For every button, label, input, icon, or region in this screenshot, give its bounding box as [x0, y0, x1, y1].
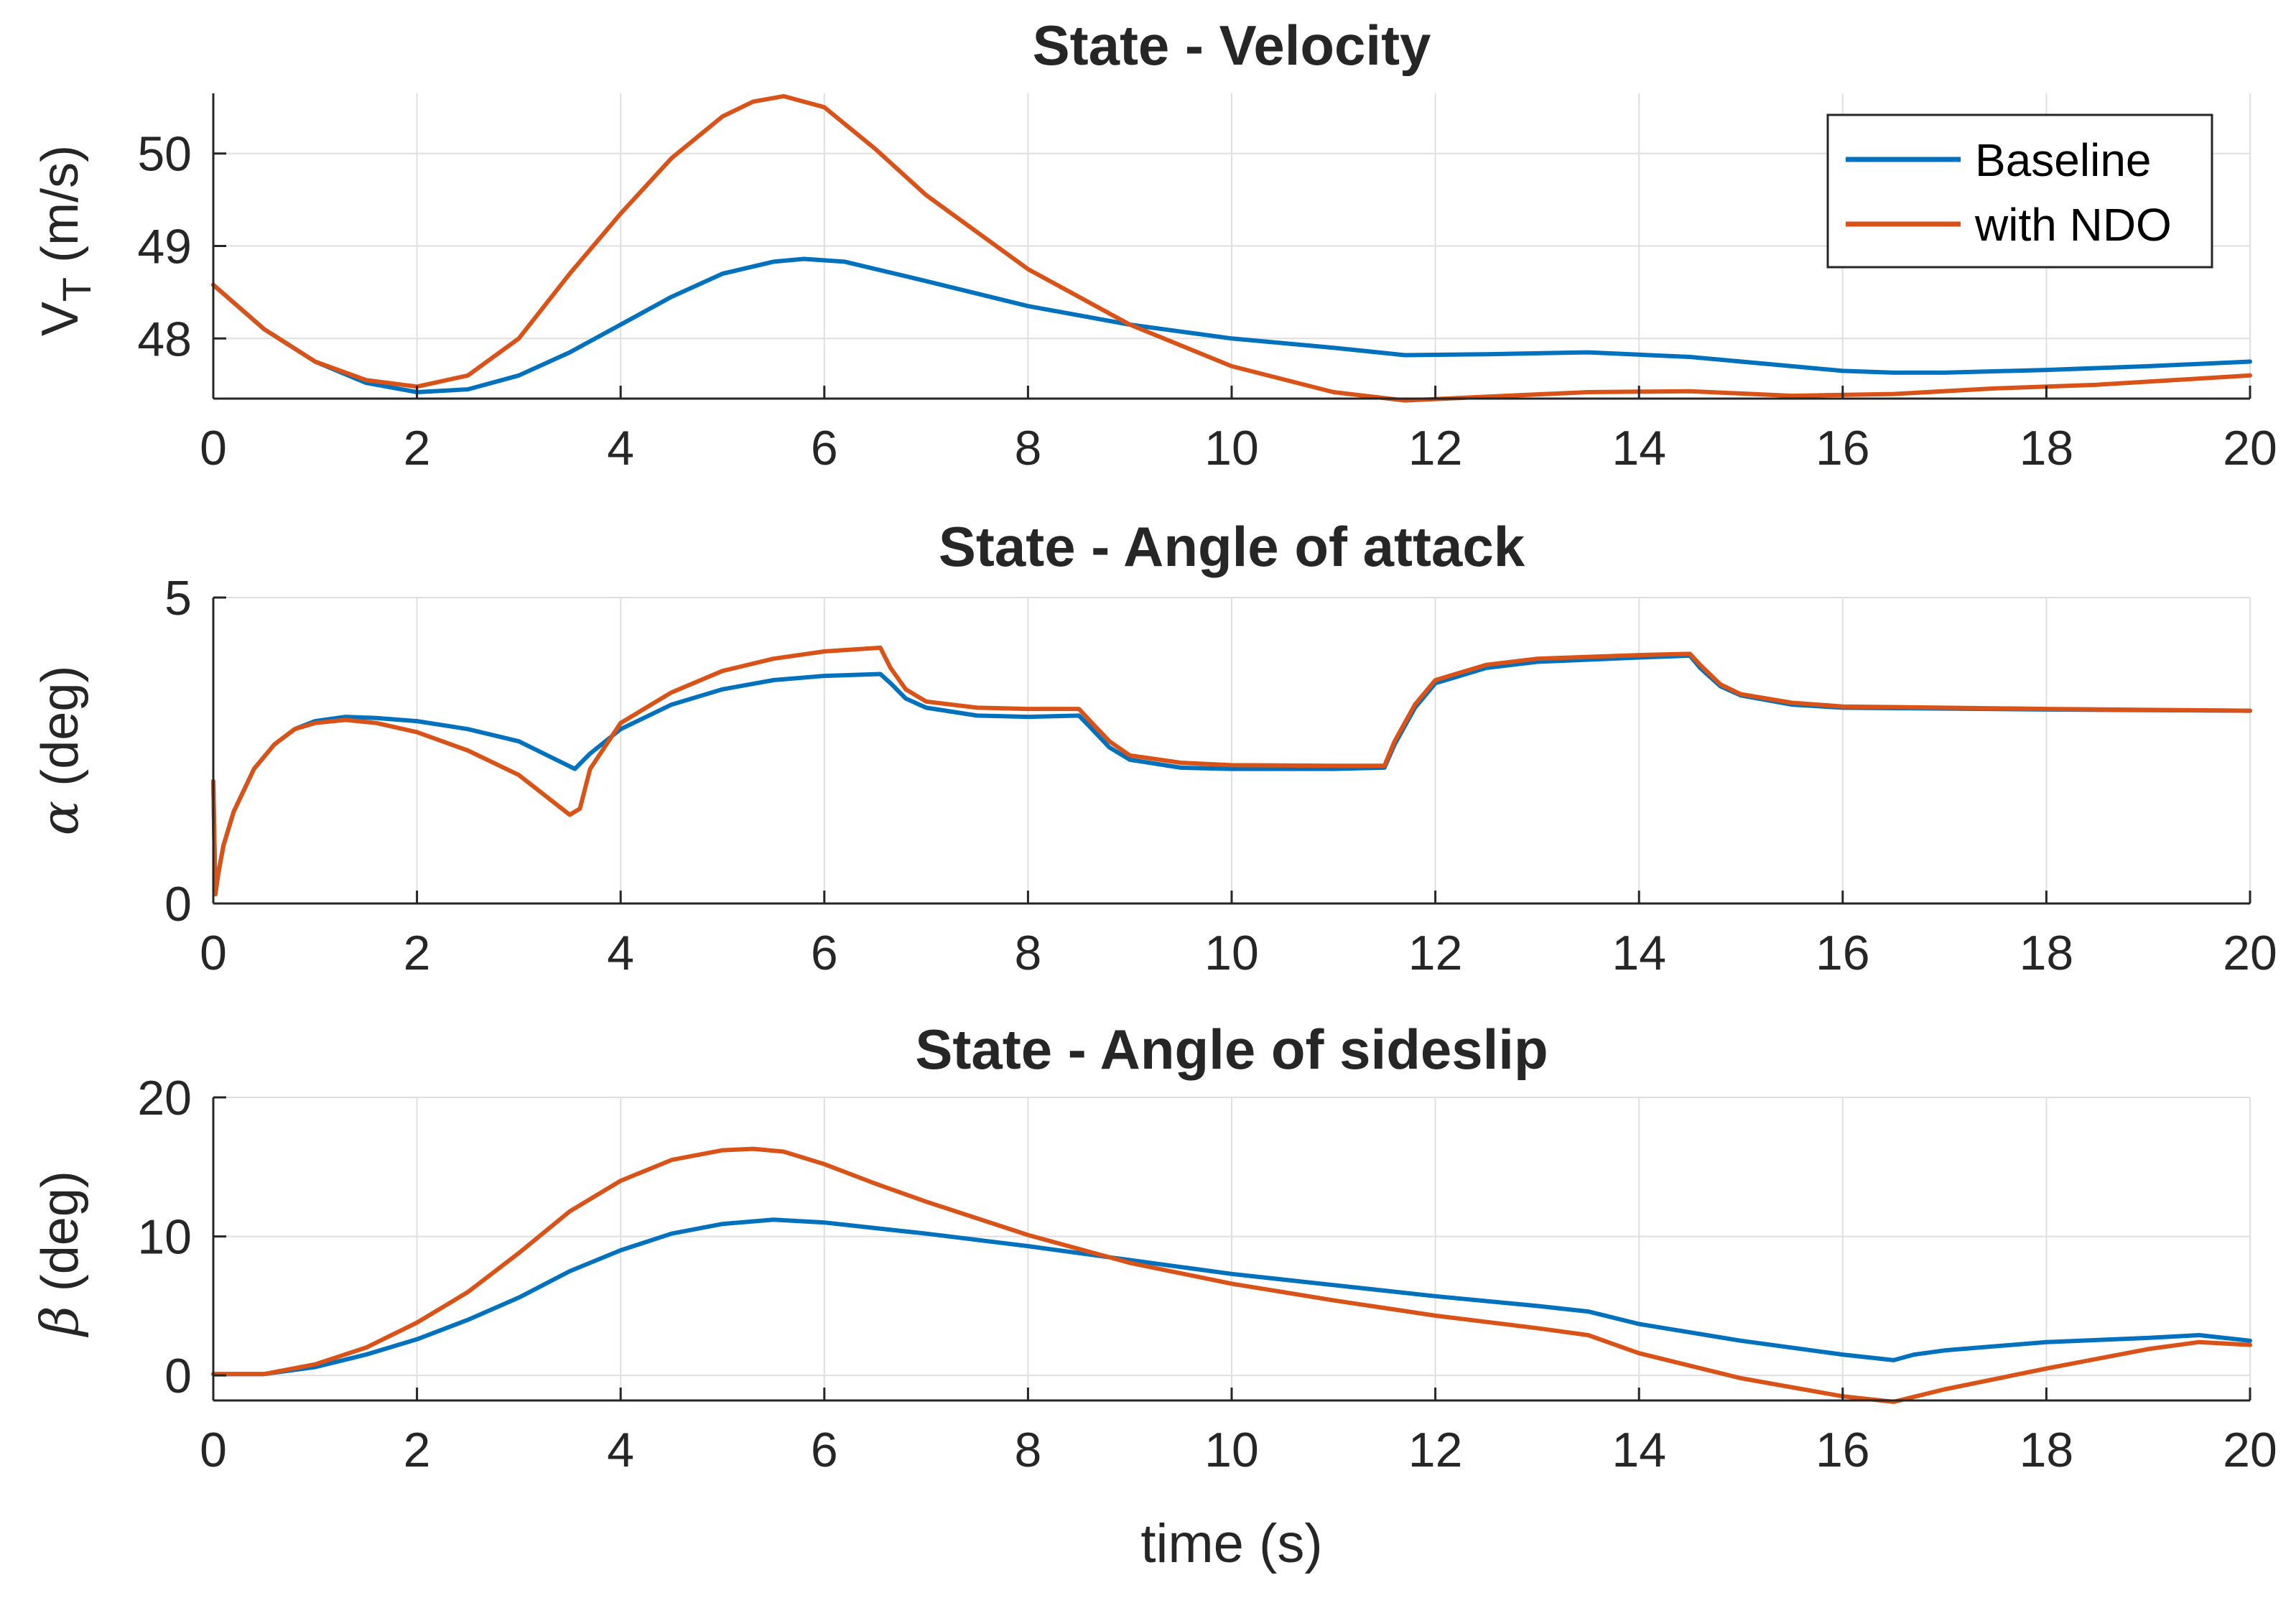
angle-of-attack-panel: State - Angle of attack 0 2 4 6 8 10 12 14 16 18 2…	[29, 515, 2277, 980]
angle-of-sideslip-x-tick-label: 16	[1816, 1423, 1870, 1477]
velocity-series-baseline	[211, 256, 2252, 394]
velocity-title: State - Velocity	[1033, 14, 1431, 77]
velocity-x-tick-label: 12	[1408, 421, 1463, 475]
angle-of-attack-x-ticks: 0 2 4 6 8 10 12 14 16 18 20	[200, 891, 2277, 980]
legend: Baseline with NDO	[1826, 113, 2213, 269]
angle-of-sideslip-x-tick-label: 2	[404, 1423, 431, 1477]
velocity-y-tick-label: 49	[137, 220, 192, 274]
velocity-series-with-ndo	[211, 93, 2252, 403]
angle-of-attack-x-tick-label: 20	[2223, 926, 2277, 980]
angle-of-sideslip-x-tick-label: 4	[607, 1423, 634, 1477]
velocity-series	[211, 93, 2252, 403]
velocity-x-ticks: 0 2 4 6 8 10 12 14 16 18 20	[200, 386, 2277, 475]
angle-of-sideslip-x-tick-label: 10	[1204, 1423, 1259, 1477]
x-axis-label: time (s)	[1140, 1513, 1322, 1574]
velocity-x-tick-label: 18	[2020, 421, 2074, 475]
angle-of-attack-x-tick-label: 16	[1816, 926, 1870, 980]
angle-of-sideslip-y-tick-label: 20	[137, 1071, 192, 1125]
angle-of-sideslip-x-ticks: 0 2 4 6 8 10 12 14 16 18 20	[200, 1388, 2277, 1477]
angle-of-attack-x-tick-label: 6	[811, 926, 838, 980]
angle-of-attack-x-tick-label: 10	[1204, 926, 1259, 980]
angle-of-attack-y-label: α (deg)	[29, 666, 90, 836]
legend-label-with-ndo: with NDO	[1974, 199, 2172, 251]
angle-of-attack-y-tick-label: 5	[164, 571, 192, 626]
angle-of-attack-x-tick-label: 8	[1014, 926, 1041, 980]
velocity-x-tick-label: 6	[811, 421, 838, 475]
angle-of-attack-grid	[213, 597, 2251, 903]
velocity-y-ticks: 48 49 50	[137, 127, 226, 366]
angle-of-attack-x-tick-label: 0	[200, 926, 227, 980]
velocity-x-tick-label: 16	[1816, 421, 1870, 475]
angle-of-sideslip-y-tick-label: 10	[137, 1210, 192, 1265]
angle-of-attack-y-ticks: 05	[164, 571, 226, 931]
angle-of-sideslip-panel: State - Angle of sideslip 0 2 4 6 8 10 12 14 16 1…	[29, 1018, 2277, 1574]
velocity-x-tick-label: 0	[200, 421, 227, 475]
angle-of-sideslip-title: State - Angle of sideslip	[915, 1018, 1548, 1081]
angle-of-attack-x-tick-label: 14	[1612, 926, 1666, 980]
angle-of-attack-x-tick-label: 4	[607, 926, 634, 980]
angle-of-sideslip-x-tick-label: 6	[811, 1423, 838, 1477]
angle-of-sideslip-x-tick-label: 8	[1014, 1423, 1041, 1477]
velocity-y-label: VT (m/s)	[32, 145, 99, 336]
angle-of-attack-series-with-ndo	[211, 645, 2252, 897]
angle-of-attack-x-tick-label: 18	[2020, 926, 2074, 980]
velocity-x-tick-label: 14	[1612, 421, 1666, 475]
angle-of-attack-x-tick-label: 2	[404, 926, 431, 980]
angle-of-sideslip-x-tick-label: 18	[2020, 1423, 2074, 1477]
angle-of-sideslip-y-tick-label: 0	[164, 1349, 192, 1403]
velocity-x-tick-label: 2	[404, 421, 431, 475]
velocity-x-tick-label: 4	[607, 421, 634, 475]
angle-of-attack-y-tick-label: 0	[164, 877, 192, 931]
angle-of-sideslip-x-tick-label: 12	[1408, 1423, 1463, 1477]
angle-of-sideslip-x-tick-label: 20	[2223, 1423, 2277, 1477]
velocity-panel: State - Velocity 0 2 4 6 8 10 12 14 16 18 20 48 49 5…	[32, 14, 2277, 475]
angle-of-attack-x-tick-label: 12	[1408, 926, 1463, 980]
velocity-x-tick-label: 10	[1204, 421, 1259, 475]
velocity-x-tick-label: 20	[2223, 421, 2277, 475]
angle-of-attack-series	[211, 645, 2252, 897]
angle-of-sideslip-y-label: β (deg)	[29, 1171, 90, 1338]
angle-of-attack-title: State - Angle of attack	[939, 515, 1525, 578]
angle-of-sideslip-x-tick-label: 0	[200, 1423, 227, 1477]
velocity-y-tick-label: 48	[137, 312, 192, 366]
angle-of-sideslip-x-tick-label: 14	[1612, 1423, 1666, 1477]
velocity-y-tick-label: 50	[137, 127, 192, 182]
legend-label-baseline: Baseline	[1975, 134, 2152, 186]
angle-of-sideslip-series-baseline	[211, 1217, 2252, 1377]
velocity-x-tick-label: 8	[1014, 421, 1041, 475]
legend-box	[1826, 113, 2213, 269]
angle-of-sideslip-grid	[213, 1097, 2251, 1400]
angle-of-sideslip-y-ticks: 0 10 20	[137, 1071, 226, 1403]
